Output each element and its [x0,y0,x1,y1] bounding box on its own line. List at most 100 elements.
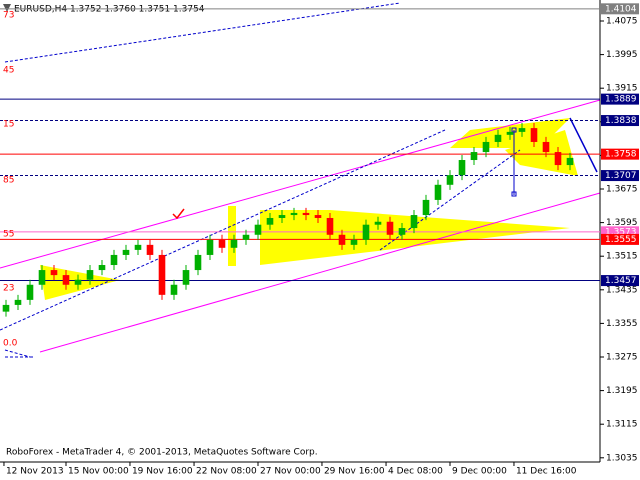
price-level-label: 1.4104 [605,4,637,14]
candle-body [86,270,94,280]
fibo-label: 23 [3,284,14,294]
y-tick-label: 1.3675 [606,185,638,195]
candle-body [518,128,526,132]
candle-body [446,175,454,185]
candle-body [482,141,490,153]
y-tick-label: 1.3915 [606,84,638,94]
fibo-label: 85 [3,176,14,186]
candle-body [194,254,202,271]
candle-body [314,215,322,218]
candle-body [398,228,406,235]
price-level-box [601,93,639,105]
price-level-label: 1.3838 [605,116,637,126]
candle-body [494,134,502,142]
candle-body [266,217,274,225]
candle-body [530,128,538,142]
price-level-label: 1.3573 [605,227,637,237]
candle-body [302,212,310,216]
x-tick-label: 11 Dec 16:00 [516,467,577,477]
y-tick-label: 1.3275 [606,353,638,363]
x-tick-label: 9 Dec 00:00 [452,467,507,477]
price-level-box [601,170,639,182]
candle-body [206,239,214,255]
price-level-label: 1.3555 [605,235,637,245]
price-level-box [601,3,639,15]
channel-line [39,192,601,353]
x-tick-label: 29 Nov 16:00 [324,467,385,477]
candle-body [338,234,346,245]
forecast-arrow [569,117,598,173]
candle-body [254,224,262,235]
y-tick-label: 1.3515 [606,252,638,262]
price-level-label: 1.3889 [605,95,637,105]
x-tick-label: 15 Nov 00:00 [68,467,129,477]
fibo-label: 45 [3,66,14,76]
candle-body [146,244,154,255]
chart-title: EURUSD,H4 1.3752 1.3760 1.3751 1.3754 [14,5,205,15]
y-tick-label: 1.3435 [606,285,638,295]
candle-body [74,279,82,285]
trend-line [379,149,521,251]
candle-body [470,152,478,161]
trend-line [0,129,446,331]
candle-body [134,244,142,250]
fibo-label: 0.0 [3,339,18,349]
y-tick-label: 1.3195 [606,386,638,396]
candle-body [26,284,34,300]
candle-body [62,275,70,285]
y-tick-label: 1.3995 [606,50,638,60]
candle-body [242,234,250,240]
y-tick-label: 1.3595 [606,218,638,228]
fibo-label: 55 [3,230,14,240]
fibo-label: 15 [3,120,14,130]
y-tick-label: 1.3035 [606,453,638,463]
y-tick-label: 1.4075 [606,17,638,27]
price-level-box [601,275,639,287]
candle-body [554,152,562,166]
candle-body [170,284,178,295]
price-level-box [601,115,639,127]
rectangle-pattern [228,206,236,266]
y-tick-label: 1.3355 [606,319,638,329]
price-level-box [601,226,639,238]
candle-body [362,224,370,240]
drawings [0,2,601,358]
x-tick-label: 22 Nov 08:00 [196,467,257,477]
check-mark [172,208,185,220]
candle-body [458,160,466,176]
trend-line [4,349,31,358]
candle-body [98,265,106,271]
x-tick-label: 4 Dec 08:00 [388,467,443,477]
trend-line [4,2,401,63]
price-level-label: 1.3758 [605,150,637,160]
candle-body [38,270,46,285]
symbol-icon [3,4,11,12]
candle-body [566,157,574,166]
candle-body [434,184,442,200]
price-level-box [601,233,639,245]
candle-body [350,239,358,245]
price-level-label: 1.3457 [605,276,637,286]
price-level-label: 1.3707 [605,171,637,181]
candle-body [110,254,118,266]
candle-body [506,131,514,135]
candle-body [422,199,430,216]
y-tick-label: 1.3115 [606,420,638,430]
candle-body [542,141,550,153]
candle-body [230,239,238,248]
candle-body [14,299,22,305]
footer: RoboForex - MetaTrader 4, © 2001-2013, M… [6,448,318,458]
candle-body [218,239,226,248]
channel-line [0,99,601,269]
candle-body [386,221,394,235]
fibo-label: 73 [3,11,14,21]
candle-body [182,270,190,285]
candle-body [374,221,382,225]
x-tick-label: 27 Nov 00:00 [260,467,321,477]
candle-body [290,212,298,216]
candle-body [410,215,418,229]
candle-body [2,304,10,312]
x-tick-label: 19 Nov 16:00 [132,467,193,477]
